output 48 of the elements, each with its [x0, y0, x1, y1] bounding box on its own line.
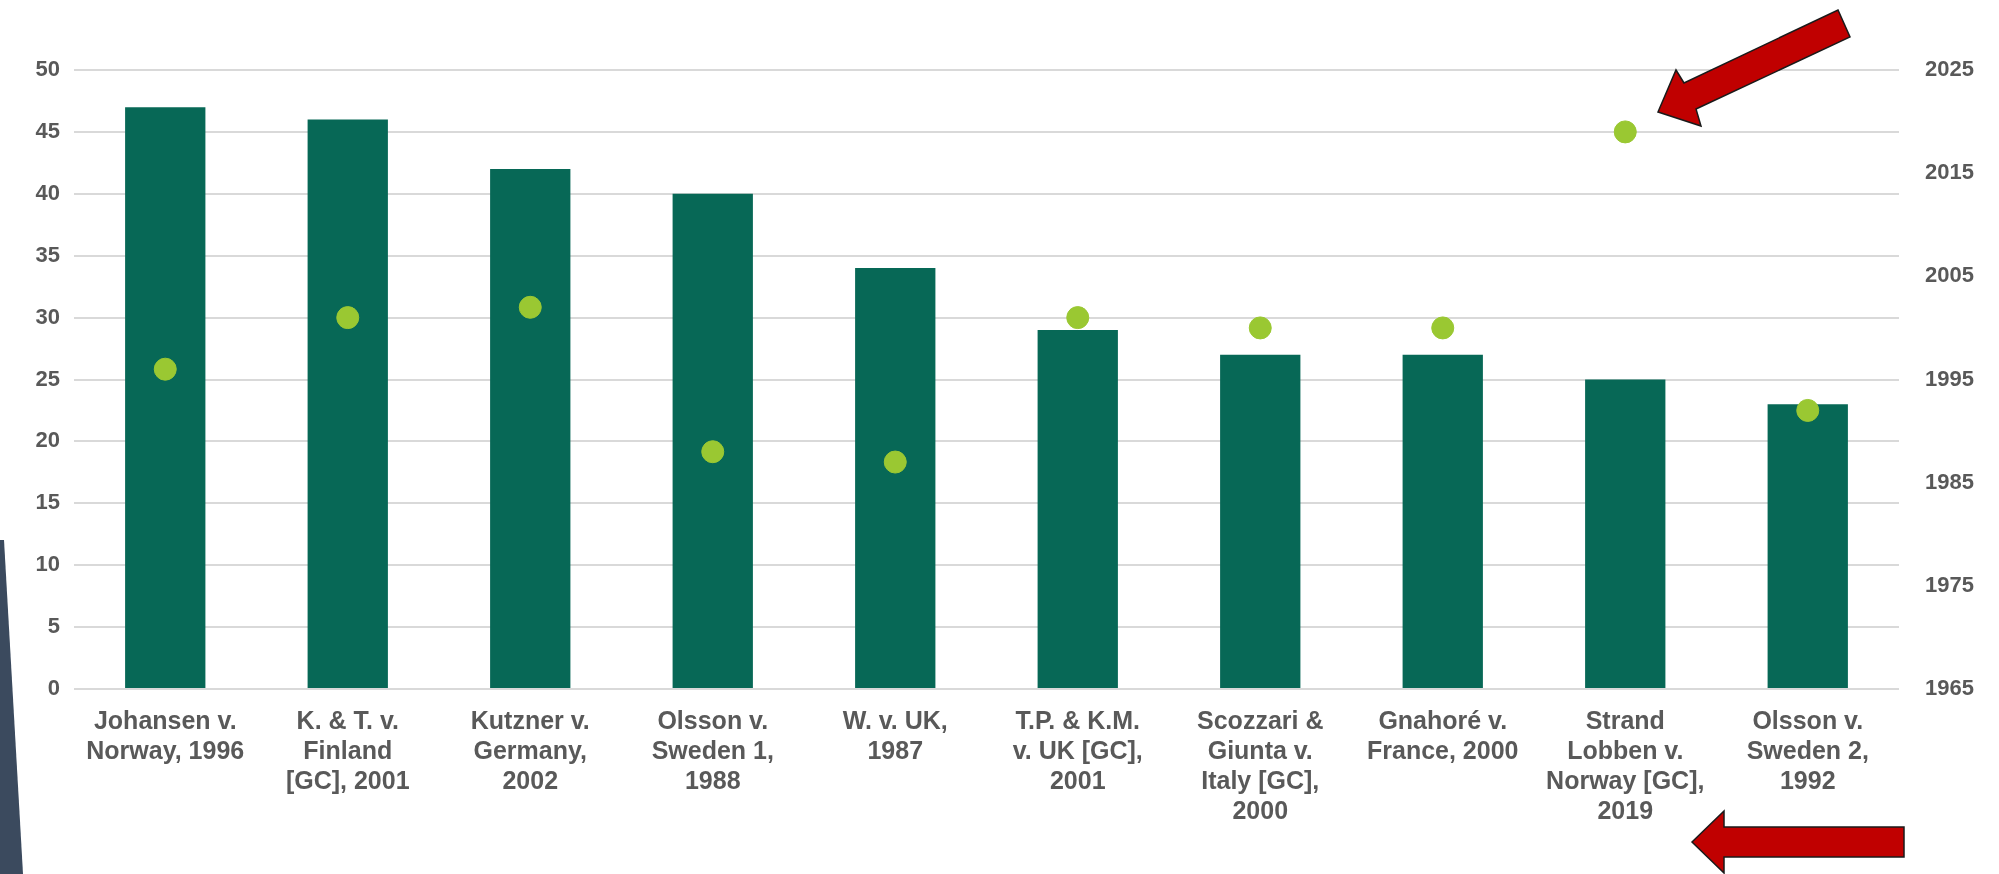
- point: [1431, 316, 1455, 340]
- point: [1248, 316, 1272, 340]
- point: [883, 450, 907, 474]
- y2-tick-label: 1975: [1925, 571, 1974, 597]
- x-tick-label: Olsson v. Sweden 2, 1992: [1746, 705, 1869, 794]
- point: [1613, 120, 1637, 144]
- y-tick-label: 25: [35, 365, 60, 391]
- y-tick-label: 35: [35, 241, 60, 267]
- x-tick-label: K. & T. v. Finland [GC], 2001: [285, 705, 410, 794]
- y-tick-label: 45: [35, 117, 60, 143]
- point: [701, 440, 725, 464]
- point: [153, 357, 177, 381]
- point: [1796, 398, 1820, 422]
- x-tick-label: Scozzari & Giunta v. Italy [GC], 2000: [1197, 705, 1324, 824]
- x-tick-label: Gnahoré v. France, 2000: [1367, 705, 1519, 764]
- bar: [1402, 354, 1483, 688]
- y-tick-label: 20: [35, 427, 60, 453]
- y2-tick-label: 1995: [1925, 365, 1974, 391]
- bar: [1767, 404, 1848, 688]
- y-tick-label: 0: [47, 675, 60, 701]
- x-tick-label: Olsson v. Sweden 1, 1988: [651, 705, 774, 794]
- y2-tick-label: 2015: [1925, 159, 1974, 185]
- bar: [490, 169, 571, 688]
- x-tick-label: W. v. UK, 1987: [842, 705, 948, 764]
- bar: [1585, 379, 1666, 688]
- bar: [125, 107, 206, 688]
- bar: [672, 193, 753, 688]
- y-tick-label: 50: [35, 56, 60, 82]
- x-tick-label: Johansen v. Norway, 1996: [86, 705, 245, 764]
- x-tick-label: Kutzner v. Germany, 2002: [470, 705, 590, 794]
- y-tick-label: 15: [35, 489, 60, 515]
- x-tick-label: T.P. & K.M. v. UK [GC], 2001: [1012, 705, 1143, 794]
- point: [1066, 306, 1090, 330]
- y-tick-label: 30: [35, 303, 60, 329]
- y2-tick-label: 1965: [1925, 675, 1974, 701]
- bar: [307, 119, 388, 688]
- y-tick-label: 5: [47, 613, 60, 639]
- x-tick-label: Strand Lobben v. Norway [GC], 2019: [1546, 705, 1705, 824]
- bar: [1220, 354, 1301, 688]
- y2-tick-label: 2005: [1925, 262, 1974, 288]
- y-tick-label: 10: [35, 551, 60, 577]
- y2-tick-label: 1985: [1925, 468, 1974, 494]
- bar: [1037, 329, 1118, 688]
- bar: [855, 268, 936, 688]
- y2-tick-label: 2025: [1925, 56, 1974, 82]
- point: [518, 295, 542, 319]
- point: [336, 306, 360, 330]
- y-tick-label: 40: [35, 179, 60, 205]
